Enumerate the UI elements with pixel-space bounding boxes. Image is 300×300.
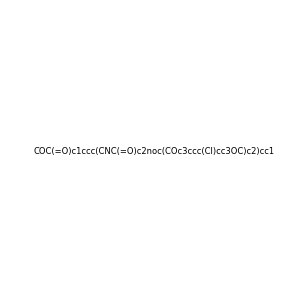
Text: COC(=O)c1ccc(CNC(=O)c2noc(COc3ccc(Cl)cc3OC)c2)cc1: COC(=O)c1ccc(CNC(=O)c2noc(COc3ccc(Cl)cc3… bbox=[33, 147, 274, 156]
